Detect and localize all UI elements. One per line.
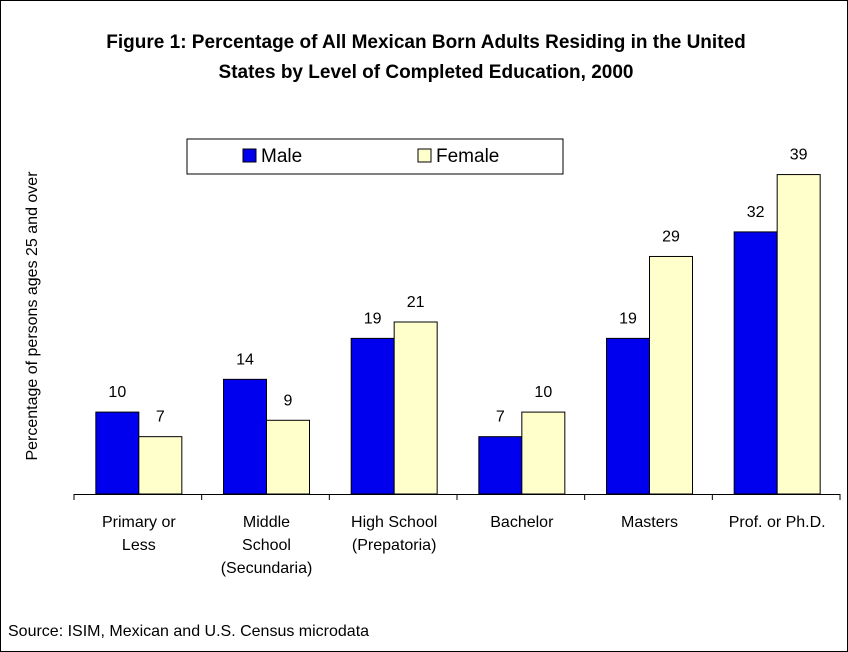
- x-tick-label-4-0: Masters: [621, 514, 678, 531]
- data-label-male-5: 32: [747, 204, 765, 221]
- chart-title-line-2: States by Level of Completed Education, …: [219, 62, 634, 83]
- bar-female-2: [393, 321, 438, 495]
- bar-female-3: [521, 411, 566, 495]
- source-note: Source: ISIM, Mexican and U.S. Census mi…: [8, 623, 370, 640]
- bar-male-3: [478, 436, 523, 495]
- x-tick-label-1-0: Middle: [243, 514, 290, 531]
- x-tick-label-2-1: (Prepatoria): [352, 537, 436, 554]
- x-tick-label-0-0: Primary or: [102, 514, 176, 531]
- data-label-female-1: 9: [284, 392, 293, 409]
- data-label-male-3: 7: [496, 409, 505, 426]
- y-axis-label: Percentage of persons ages 25 and over: [24, 171, 41, 461]
- legend-swatch-male: [242, 148, 257, 163]
- bar-male-1: [223, 378, 267, 495]
- data-label-female-0: 7: [156, 409, 165, 426]
- data-label-female-4: 29: [662, 228, 680, 245]
- axis-layer: Primary or Less Middle School (Secundaria) Hi…: [73, 494, 841, 577]
- data-label-male-0: 10: [108, 384, 126, 401]
- bar-male-2: [350, 337, 395, 495]
- bar-female-1: [266, 419, 310, 495]
- data-label-male-4: 19: [619, 310, 637, 327]
- chart-title-line-1: Figure 1: Percentage of All Mexican Born…: [106, 32, 745, 53]
- x-tick-label-0-1: Less: [122, 537, 156, 554]
- bar-male-5: [733, 231, 778, 495]
- legend-swatch-female: [417, 148, 432, 163]
- bar-female-4: [649, 255, 693, 495]
- bar-female-5: [776, 174, 821, 495]
- bar-male-0: [95, 411, 140, 495]
- bars-layer: 10 7 14 9 19 21 7 10 19 29 32 39: [95, 147, 821, 495]
- legend-label-female: Female: [436, 146, 499, 167]
- data-label-female-3: 10: [534, 384, 552, 401]
- x-tick-label-1-1: School: [242, 537, 291, 554]
- x-tick-label-1-2: (Secundaria): [221, 560, 313, 577]
- bar-female-0: [138, 436, 183, 495]
- legend-label-male: Male: [261, 146, 302, 167]
- data-label-female-5: 39: [790, 147, 808, 164]
- data-label-male-2: 19: [364, 310, 382, 327]
- x-tick-label-2-0: High School: [351, 514, 437, 531]
- data-label-female-2: 21: [407, 294, 425, 311]
- bar-male-4: [606, 337, 650, 495]
- legend: Male Female: [186, 138, 564, 175]
- x-tick-label-5-0: Prof. or Ph.D.: [729, 514, 826, 531]
- x-tick-label-3-0: Bachelor: [490, 514, 554, 531]
- data-label-male-1: 14: [236, 351, 254, 368]
